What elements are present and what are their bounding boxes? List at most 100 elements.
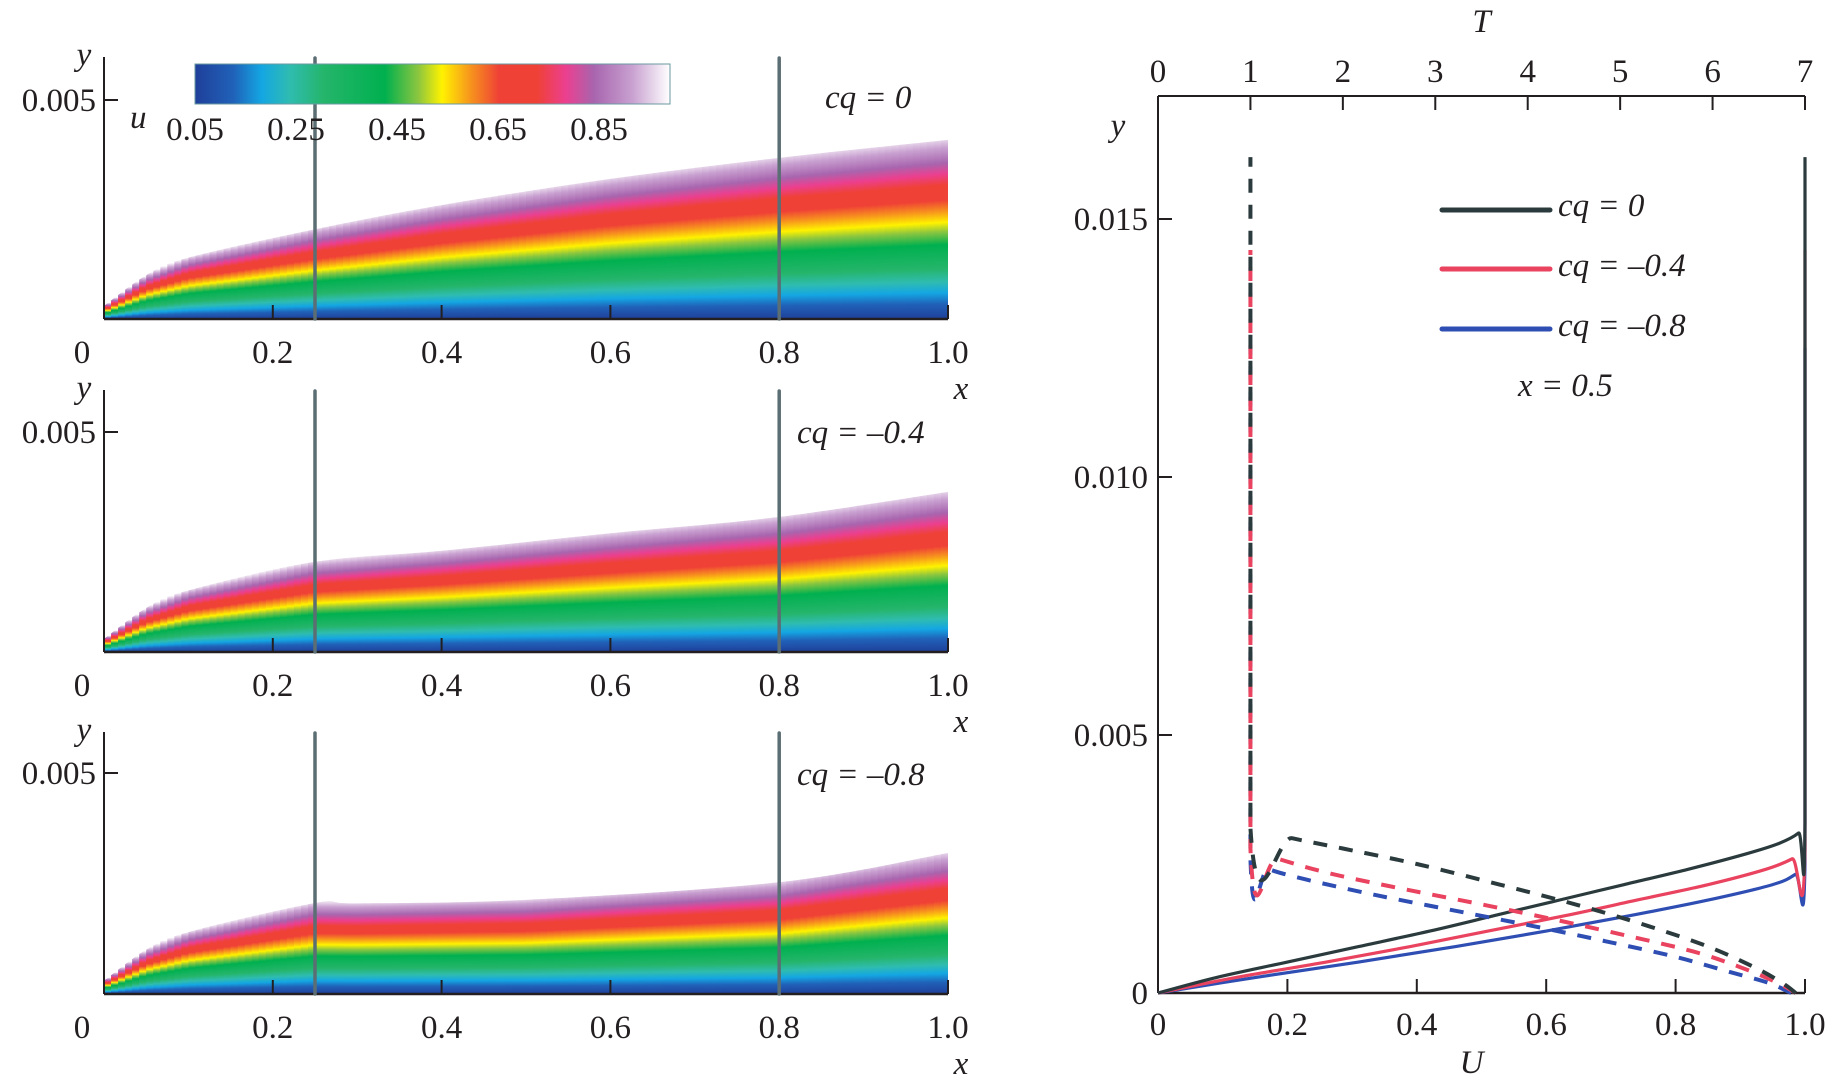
x-tick-label: 0 <box>74 1010 91 1046</box>
velocity-field <box>104 491 948 652</box>
velocity-strip <box>638 887 647 994</box>
velocity-strip <box>659 166 668 319</box>
velocity-strip <box>898 139 907 319</box>
velocity-strip <box>856 142 865 319</box>
velocity-strip <box>223 246 232 319</box>
velocity-strip <box>877 140 886 319</box>
velocity-strip <box>687 884 696 994</box>
velocity-strip <box>715 517 724 652</box>
velocity-strip <box>610 889 619 994</box>
x-tick-label: 0.4 <box>421 668 462 704</box>
velocity-strip <box>476 897 485 994</box>
velocity-strip <box>575 892 584 994</box>
velocity-strip <box>680 884 689 994</box>
velocity-strip <box>357 216 366 319</box>
velocity-strip <box>814 505 823 652</box>
profile-U-tick-label: 0 <box>1150 1007 1167 1043</box>
velocity-strip <box>286 563 295 652</box>
velocity-strip <box>448 897 457 994</box>
velocity-strip <box>125 286 133 319</box>
x-tick-label: 1.0 <box>927 668 968 704</box>
velocity-strip <box>568 532 577 652</box>
velocity-strip <box>561 533 569 652</box>
velocity-strip <box>118 292 126 319</box>
velocity-strip <box>441 199 450 319</box>
panel2-cq-label: cq = –0.4 <box>797 415 925 451</box>
velocity-strip <box>751 879 759 994</box>
colorbar-bar <box>194 63 671 105</box>
panel2-cq-text: cq = –0.4 <box>797 415 925 451</box>
velocity-strip <box>104 977 112 994</box>
velocity-strip <box>174 259 183 319</box>
velocity-strip <box>905 491 914 652</box>
profile-y-tick-label: 0.005 <box>1074 718 1148 754</box>
velocity-strip <box>744 879 752 994</box>
velocity-strip <box>793 874 802 994</box>
velocity-strip <box>469 195 478 319</box>
velocity-strip <box>237 917 246 994</box>
velocity-strip <box>589 891 598 994</box>
panel1-cq-text: cq = 0 <box>825 80 912 116</box>
velocity-strip <box>511 896 520 994</box>
velocity-strip <box>350 554 358 652</box>
velocity-strip <box>504 539 513 652</box>
velocity-strip <box>230 577 239 652</box>
velocity-profile-curve <box>1157 157 1807 995</box>
x-tick-label: 0.2 <box>252 668 293 704</box>
velocity-strip <box>533 536 541 652</box>
velocity-strip <box>462 544 471 652</box>
velocity-strip <box>561 893 569 994</box>
legend-label-cq-0: cq = 0 <box>1558 188 1645 224</box>
velocity-field <box>104 139 948 319</box>
velocity-strip <box>202 251 211 319</box>
velocity-strip <box>118 624 126 652</box>
velocity-strip <box>174 934 183 994</box>
velocity-strip <box>364 899 373 994</box>
velocity-strip <box>230 244 239 319</box>
velocity-strip <box>786 875 795 994</box>
velocity-strip <box>279 233 288 319</box>
velocity-strip <box>357 899 366 994</box>
contour-panel-cq-minus-0.8: 0.005 y 0 0.2 0.4 0.6 0.8 1.0x <box>22 712 969 1081</box>
velocity-strip <box>350 899 358 994</box>
x-tick-label: 1.0 <box>927 1010 968 1046</box>
panel3-cq-text: cq = –0.8 <box>797 757 925 793</box>
velocity-strip <box>223 920 232 994</box>
velocity-strip <box>800 507 809 652</box>
velocity-strip <box>265 568 274 652</box>
velocity-strip <box>132 281 140 319</box>
velocity-strip <box>244 915 253 994</box>
velocity-strip <box>533 895 541 994</box>
velocity-strip <box>350 217 358 319</box>
velocity-strip <box>589 530 598 652</box>
velocity-strip <box>912 491 921 652</box>
velocity-strip <box>286 905 295 994</box>
velocity-strip <box>434 201 443 319</box>
velocity-strip <box>765 878 773 994</box>
velocity-strip <box>455 897 464 994</box>
velocity-strip <box>364 553 373 652</box>
velocity-strip <box>497 896 506 994</box>
velocity-profile-curve <box>1157 348 1807 995</box>
velocity-strip <box>877 859 886 994</box>
profile-U-tick-label: 1.0 <box>1784 1007 1825 1043</box>
velocity-strip <box>329 556 337 652</box>
x-tick-label: 0.8 <box>759 1010 800 1046</box>
velocity-strip <box>694 161 703 319</box>
velocity-strip <box>526 537 534 652</box>
velocity-strip <box>624 888 633 994</box>
velocity-strip <box>146 946 155 994</box>
velocity-strip <box>729 516 738 652</box>
velocity-strip <box>518 896 527 994</box>
velocity-strip <box>251 913 260 994</box>
velocity-strip <box>518 537 527 652</box>
velocity-strip <box>582 177 591 319</box>
velocity-strip <box>315 557 323 652</box>
velocity-strip <box>153 268 162 319</box>
velocity-strip <box>624 170 633 319</box>
velocity-strip <box>153 943 162 994</box>
velocity-strip <box>849 500 858 652</box>
y-axis-label: y <box>74 37 92 73</box>
velocity-strip <box>371 899 380 994</box>
annotation-x-0.5: x = 0.5 <box>1517 368 1613 404</box>
